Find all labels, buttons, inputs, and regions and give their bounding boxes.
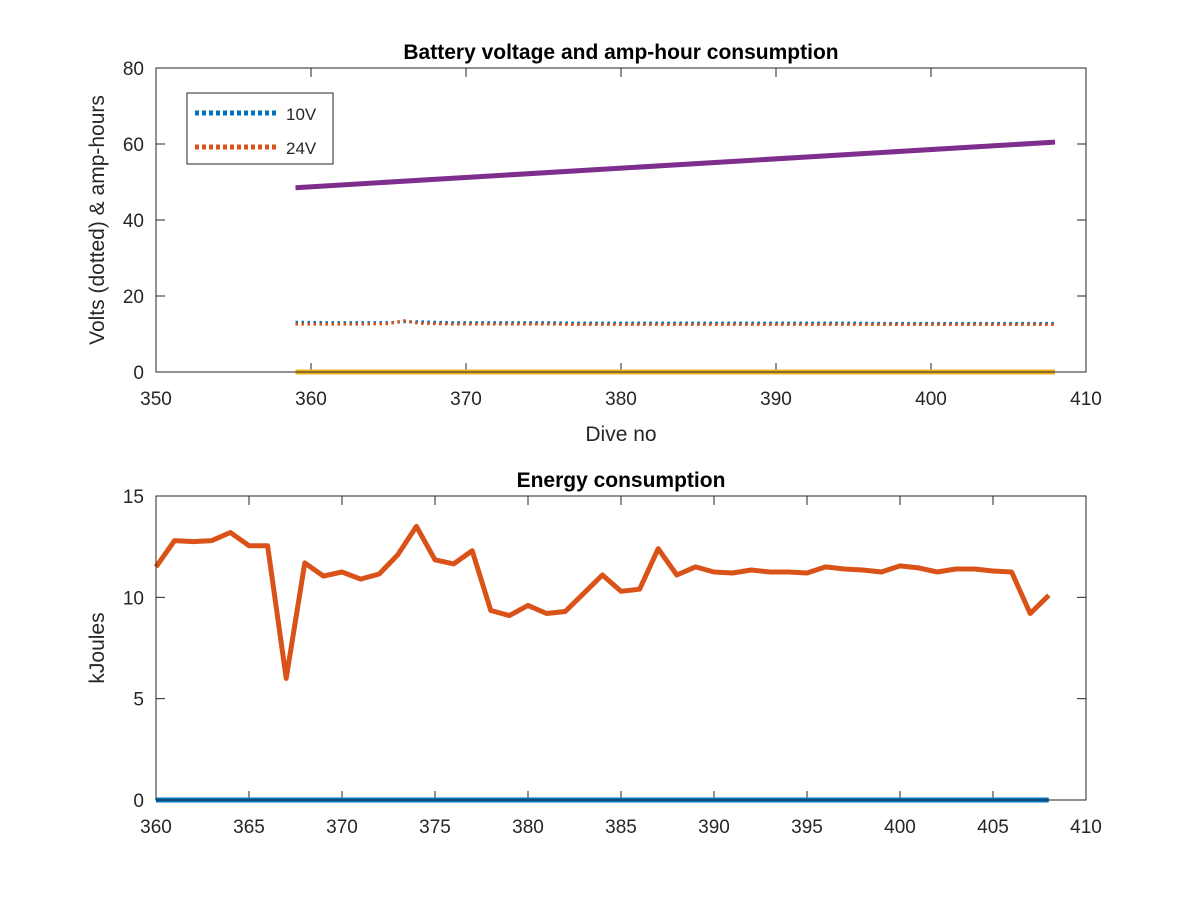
- battery-y-tick-label: 20: [123, 287, 144, 308]
- battery-y-tick-label: 0: [133, 363, 144, 384]
- battery-axes-frame: [155, 67, 1087, 373]
- battery-series-3-line: [295, 139, 1056, 191]
- energy-x-tick-label: 365: [233, 817, 265, 838]
- battery-x-tick-label: 360: [295, 389, 327, 410]
- energy-x-tick-label: 390: [698, 817, 730, 838]
- energy-x-tick-label: 370: [326, 817, 358, 838]
- energy-axes-frame: [155, 495, 1087, 801]
- battery-x-axis-label: Dive no: [585, 423, 656, 446]
- battery-x-tick-label: 370: [450, 389, 482, 410]
- battery-legend-label-24v: 24V: [286, 139, 317, 158]
- energy-x-tick-label: 380: [512, 817, 544, 838]
- battery-y-axis-label: Volts (dotted) & amp-hours: [86, 95, 109, 345]
- battery-x-tick-label: 400: [915, 389, 947, 410]
- battery-y-tick-label: 60: [123, 135, 144, 156]
- energy-series-1-line: [153, 523, 1051, 681]
- battery-legend-box: [186, 92, 334, 165]
- battery-chart: 350 360 370 380 390 400 410 0 20 40 60 80 Battery vo…: [86, 41, 1102, 446]
- energy-y-tick-label: 10: [123, 588, 144, 609]
- energy-y-tick-label: 0: [133, 791, 144, 812]
- energy-plot-area: [156, 496, 1086, 800]
- battery-chart-title: Battery voltage and amp-hour consumption: [403, 41, 838, 64]
- energy-y-tick-label: 5: [133, 690, 144, 711]
- battery-x-tick-label: 390: [760, 389, 792, 410]
- battery-y-tick-label: 80: [123, 59, 144, 80]
- energy-x-tick-label: 405: [977, 817, 1009, 838]
- battery-legend: 10V 24V: [186, 92, 334, 165]
- energy-x-tick-label: 395: [791, 817, 823, 838]
- battery-x-tick-label: 350: [140, 389, 172, 410]
- energy-y-tick-label: 15: [123, 487, 144, 508]
- energy-chart: 360 365 370 375 380 385 390 395 400 405 410 0 5 10 15 E…: [86, 469, 1102, 838]
- battery-x-tick-label: 410: [1070, 389, 1102, 410]
- energy-x-tick-label: 410: [1070, 817, 1102, 838]
- energy-x-tick-label: 375: [419, 817, 451, 838]
- energy-x-tick-label: 400: [884, 817, 916, 838]
- energy-chart-title: Energy consumption: [517, 469, 726, 492]
- battery-legend-label-10v: 10V: [286, 105, 317, 124]
- energy-x-tick-label: 360: [140, 817, 172, 838]
- battery-x-tick-label: 380: [605, 389, 637, 410]
- energy-y-axis-label: kJoules: [86, 612, 109, 683]
- battery-y-tick-label: 40: [123, 211, 144, 232]
- energy-x-tick-label: 385: [605, 817, 637, 838]
